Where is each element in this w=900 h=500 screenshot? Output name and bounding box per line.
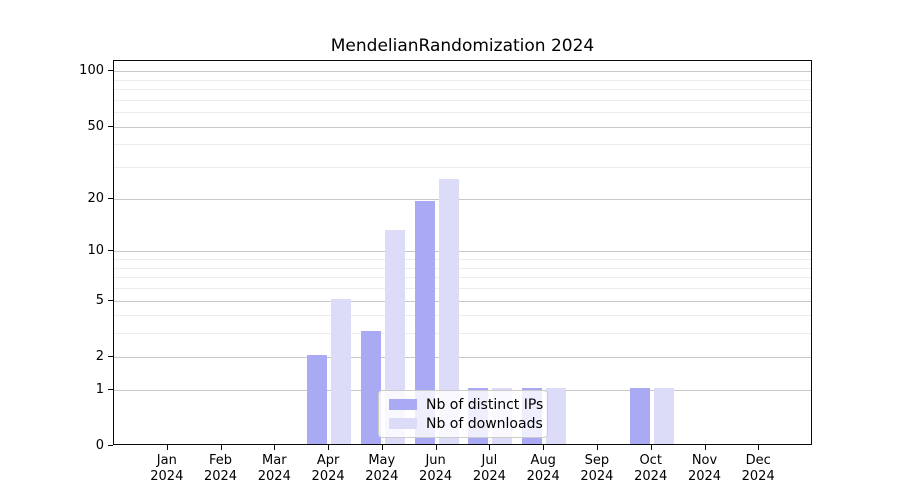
x-axis-tick-label: Mar 2024: [257, 453, 291, 484]
minor-gridline: [114, 112, 811, 114]
y-axis-tick-mark: [108, 388, 113, 390]
major-gridline: [114, 356, 811, 358]
plot-area: [113, 60, 812, 445]
x-axis-tick-label: Jan 2024: [150, 453, 184, 484]
y-axis-tick-label: 5: [95, 292, 104, 308]
y-axis-tick-mark: [108, 70, 113, 72]
y-axis-tick-mark: [108, 355, 113, 357]
x-axis-tick-label: Dec 2024: [741, 453, 775, 484]
bar: [653, 387, 674, 444]
major-gridline: [114, 198, 811, 200]
x-axis-tick-label: Jul 2024: [472, 453, 506, 484]
chart-title: MendelianRandomization 2024: [330, 36, 595, 56]
bar: [414, 200, 435, 444]
bar: [360, 331, 381, 444]
x-axis-tick-label: Nov 2024: [687, 453, 722, 484]
y-axis-tick-label: 10: [87, 243, 104, 259]
major-gridline: [114, 300, 811, 302]
major-gridline: [114, 126, 811, 128]
y-axis-tick-label: 1: [95, 381, 104, 397]
minor-gridline: [114, 288, 811, 289]
bar: [546, 387, 567, 444]
x-axis-tick-mark: [489, 445, 491, 450]
x-axis-tick-mark: [166, 445, 168, 450]
legend-swatch: [389, 399, 417, 410]
minor-gridline: [114, 79, 811, 81]
y-axis-tick-mark: [108, 197, 113, 199]
legend-swatch: [389, 418, 417, 429]
x-axis-tick-mark: [220, 445, 222, 450]
x-axis-tick-mark: [758, 445, 760, 450]
x-axis-tick-mark: [543, 445, 545, 450]
x-axis-tick-mark: [704, 445, 706, 450]
x-axis-tick-label: Oct 2024: [634, 453, 668, 484]
bar: [331, 298, 352, 444]
legend-entry: Nb of distinct IPs: [389, 397, 543, 413]
minor-gridline: [114, 99, 811, 101]
x-axis-tick-mark: [650, 445, 652, 450]
y-axis-tick-label: 0: [95, 438, 104, 453]
x-axis-tick-label: Sep 2024: [580, 453, 614, 484]
minor-gridline: [114, 144, 811, 146]
minor-gridline: [114, 267, 811, 269]
x-axis-tick-label: May 2024: [365, 453, 399, 484]
x-axis-tick-mark: [274, 445, 276, 450]
minor-gridline: [114, 167, 811, 169]
x-axis-tick-label: Feb 2024: [203, 453, 238, 484]
y-axis-tick-label: 20: [87, 190, 104, 206]
y-axis-tick-label: 100: [79, 63, 104, 79]
minor-gridline: [114, 259, 811, 260]
x-axis-tick-mark: [435, 445, 437, 450]
y-axis-tick-mark: [108, 125, 113, 127]
minor-gridline: [114, 315, 811, 317]
y-axis-tick-label: 50: [87, 118, 104, 134]
bar: [307, 354, 328, 444]
y-axis-tick-mark: [108, 250, 113, 252]
x-axis-tick-mark: [596, 445, 598, 450]
x-axis-tick-label: Jun 2024: [419, 453, 453, 484]
legend-label: Nb of distinct IPs: [426, 396, 544, 413]
x-axis-tick-mark: [381, 445, 383, 450]
x-axis-tick-mark: [328, 445, 330, 450]
y-axis-tick-label: 2: [95, 348, 104, 364]
legend-label: Nb of downloads: [426, 415, 543, 432]
legend: Nb of distinct IPs Nb of downloads: [378, 390, 548, 438]
minor-gridline: [114, 333, 811, 335]
bar: [629, 387, 650, 444]
x-axis-tick-label: Apr 2024: [311, 453, 345, 484]
minor-gridline: [114, 89, 811, 91]
y-axis-tick-mark: [108, 299, 113, 301]
major-gridline: [114, 251, 811, 253]
y-axis-tick-mark: [108, 445, 113, 446]
legend-entry: Nb of downloads: [389, 416, 543, 432]
major-gridline: [114, 71, 811, 73]
x-axis-tick-label: Aug 2024: [526, 453, 560, 484]
bar: [438, 179, 459, 444]
minor-gridline: [114, 277, 811, 279]
